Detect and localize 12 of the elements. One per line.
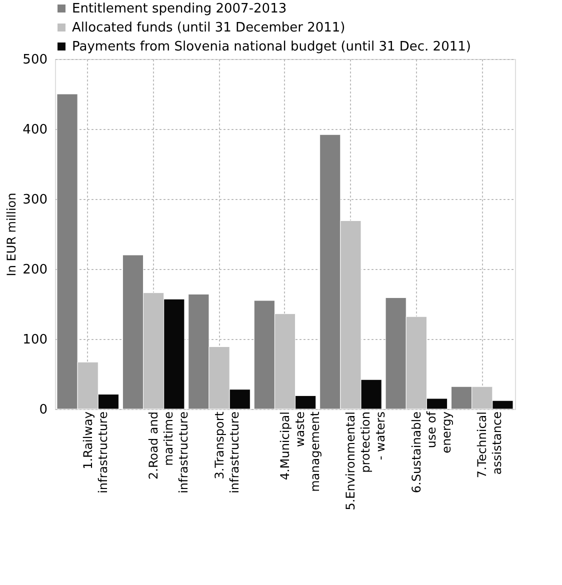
legend-label: Allocated funds (until 31 December 2011) (72, 20, 346, 36)
y-tick-label: 400 (22, 122, 48, 138)
x-tick-label: 1.Railway infrastructure (80, 412, 110, 494)
y-tick-label: 200 (22, 262, 48, 278)
x-tick-label: 6.Sustainable use of energy (409, 410, 454, 494)
legend-label: Payments from Slovenia national budget (until 31 Dec. 2011) (72, 40, 471, 54)
y-tick-label: 300 (22, 192, 48, 208)
y-tick-label: 500 (22, 52, 48, 68)
y-axis-title: In EUR million (4, 192, 19, 276)
y-tick-label: 0 (39, 402, 48, 418)
legend-label: Entitlement spending 2007-2013 (72, 2, 287, 16)
y-tick-label: 100 (22, 332, 48, 348)
